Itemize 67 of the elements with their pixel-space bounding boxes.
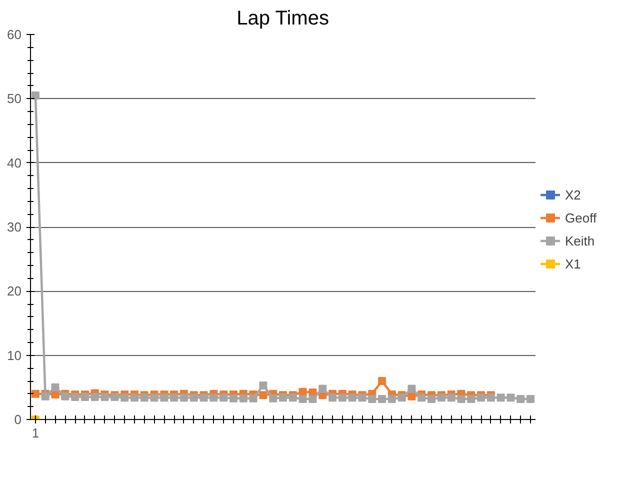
point: [526, 394, 535, 403]
point: [90, 393, 99, 402]
point: [130, 394, 138, 402]
y-tick-label: 10: [7, 348, 22, 363]
legend-label: Geoff: [565, 210, 597, 225]
point: [220, 394, 228, 402]
point: [288, 394, 297, 402]
point: [467, 394, 476, 403]
point: [160, 394, 168, 402]
y-tick-label: 50: [7, 91, 22, 106]
point: [447, 394, 456, 402]
y-tick-label: 20: [7, 284, 22, 299]
legend-label: Keith: [565, 233, 595, 248]
point: [378, 394, 386, 403]
point: [428, 394, 436, 403]
x-tick-label: 1: [32, 426, 40, 440]
point: [358, 394, 366, 402]
point: [71, 393, 80, 402]
point: [437, 394, 446, 402]
point: [100, 393, 109, 402]
point: [418, 394, 426, 402]
y-tick-label: 60: [7, 27, 22, 42]
legend-label: X1: [565, 256, 582, 271]
point: [210, 394, 218, 402]
point: [328, 394, 337, 402]
point: [408, 384, 416, 393]
point: [200, 394, 208, 402]
chart-title: Lap Times: [236, 8, 329, 30]
point: [269, 394, 278, 402]
point: [486, 394, 495, 402]
point: [150, 394, 158, 402]
y-tick-label: 40: [7, 155, 22, 170]
point: [51, 383, 60, 392]
point: [506, 394, 515, 402]
point: [120, 394, 129, 402]
point: [496, 394, 505, 402]
point: [229, 394, 238, 402]
point: [61, 392, 70, 400]
point: [259, 391, 268, 400]
point: [170, 394, 178, 402]
point: [318, 384, 327, 393]
point: [477, 394, 486, 402]
point: [388, 394, 396, 403]
point: [31, 91, 40, 100]
point: [249, 394, 258, 402]
point: [41, 392, 50, 400]
point: [279, 394, 287, 402]
legend-label: X2: [565, 187, 582, 202]
point: [239, 394, 248, 402]
point: [408, 392, 416, 400]
point: [298, 394, 307, 403]
point: [259, 381, 268, 390]
point: [398, 394, 406, 402]
point: [180, 394, 188, 402]
point: [348, 394, 356, 402]
y-tick-label: 0: [14, 412, 22, 427]
point: [31, 390, 40, 398]
point: [80, 393, 89, 402]
point: [368, 394, 376, 403]
point: [338, 394, 346, 402]
point: [457, 394, 466, 403]
point: [378, 377, 386, 385]
point: [516, 394, 525, 403]
point: [190, 394, 198, 402]
point: [140, 394, 148, 402]
point: [308, 394, 317, 403]
y-tick-label: 30: [7, 220, 22, 234]
